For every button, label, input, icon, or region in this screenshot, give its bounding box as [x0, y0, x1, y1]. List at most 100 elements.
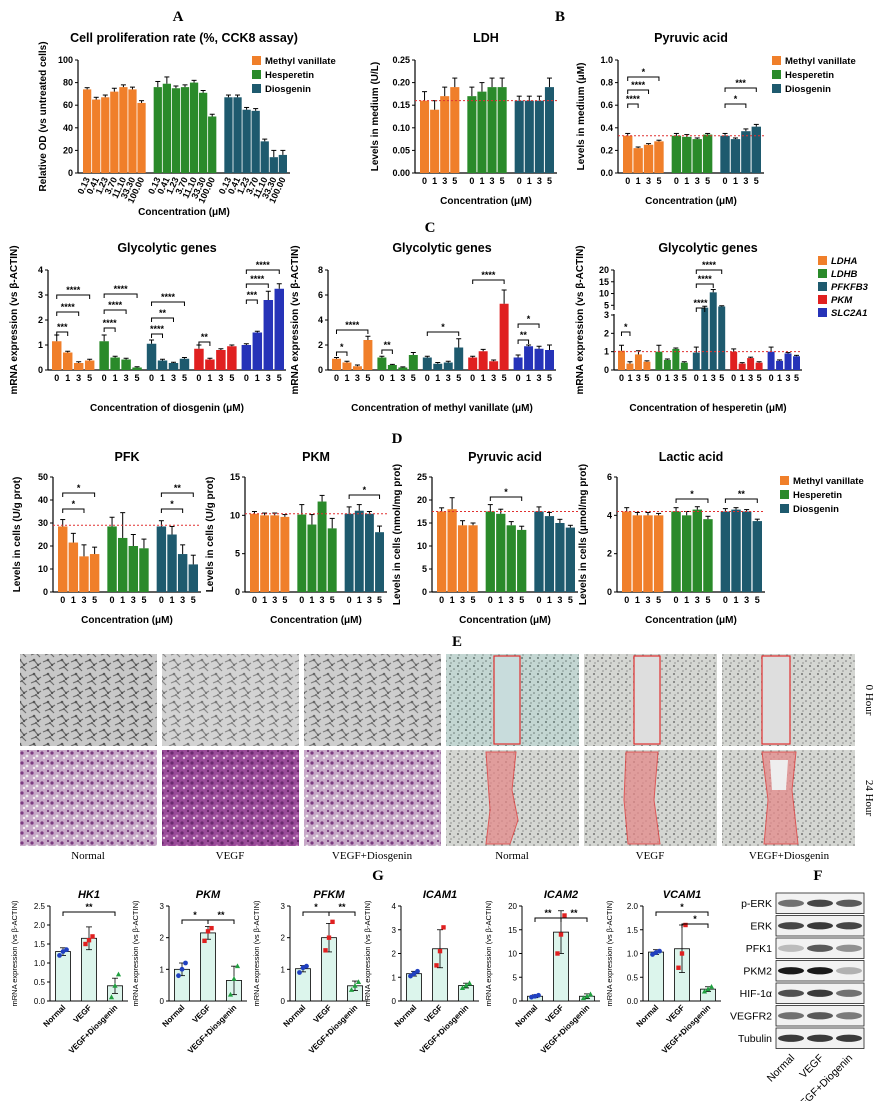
- y-axis-title: mRNA expression (vs β-ACTIN): [605, 900, 614, 1006]
- significance-label: ****: [103, 318, 118, 328]
- significance-bracket: [534, 917, 562, 922]
- bar: [701, 307, 709, 370]
- y-tick-label: 0: [604, 365, 609, 375]
- micrograph-tube-vegf: [162, 654, 299, 746]
- bar: [524, 346, 534, 370]
- data-point: [558, 932, 564, 937]
- bar: [514, 100, 524, 173]
- bar: [89, 554, 100, 592]
- data-point: [437, 948, 443, 954]
- significance-label: ***: [247, 290, 258, 300]
- data-point: [323, 948, 328, 953]
- bar: [468, 357, 478, 370]
- micrograph-transwell-diosgenin: [304, 750, 441, 846]
- significance-bracket: [675, 498, 709, 503]
- x-tick-label: 1: [734, 595, 739, 605]
- y-tick-label: 0.0: [600, 168, 613, 178]
- bar: [260, 141, 269, 173]
- bar: [496, 513, 506, 592]
- significance-bracket: [695, 307, 706, 312]
- chart-title: PFKM: [313, 889, 345, 901]
- significance-label: ****: [161, 292, 176, 302]
- bar: [157, 360, 168, 370]
- legend-label: LDHB: [831, 269, 858, 280]
- x-tick-label: 0: [470, 373, 475, 383]
- data-point: [183, 960, 188, 966]
- bar: [200, 932, 216, 1002]
- bar: [137, 102, 146, 173]
- significance-label: **: [201, 332, 209, 342]
- bar: [454, 347, 464, 370]
- significance-label: **: [217, 910, 225, 920]
- y-axis-title: mRNA expression (vs β-ACTIN): [9, 245, 20, 394]
- bar: [626, 363, 634, 370]
- y-tick-label: 4: [38, 265, 43, 275]
- x-tick-label: 1: [479, 176, 484, 186]
- y-tick-label: 2: [604, 328, 609, 338]
- significance-label: *: [314, 902, 318, 912]
- significance-bracket: [489, 496, 523, 501]
- micrograph-grid: [20, 654, 855, 846]
- legend-swatch: [252, 84, 261, 93]
- x-tick-label: 1: [526, 373, 531, 383]
- y-axis-title: Levels in cells (nmol/mg prot): [392, 464, 403, 605]
- blot-band: [807, 922, 833, 930]
- x-tick-label: 5: [644, 373, 649, 383]
- blot-band: [807, 989, 833, 997]
- bar: [751, 126, 761, 173]
- significance-bracket: [724, 498, 758, 503]
- legend-swatch: [818, 256, 827, 265]
- significance-bracket: [627, 103, 639, 108]
- y-tick-label: 0.4: [600, 123, 613, 133]
- y-tick-label: 4: [392, 902, 397, 911]
- caption-normal: Normal: [495, 850, 529, 862]
- x-tick-label: 3: [557, 595, 562, 605]
- bar: [534, 511, 544, 592]
- x-tick-label: 3: [266, 373, 271, 383]
- bar: [433, 363, 443, 370]
- significance-label: **: [570, 908, 578, 918]
- x-tick-label: 3: [786, 373, 791, 383]
- bar: [513, 357, 523, 370]
- y-tick-label: 10: [230, 510, 240, 520]
- x-tick-label: 5: [471, 595, 476, 605]
- legend-compounds-a: Methyl vanillate Hesperetin Diosgenin: [252, 56, 336, 95]
- bar: [375, 532, 384, 592]
- x-tick-label: 1: [71, 595, 76, 605]
- x-tick-label: 0: [517, 176, 522, 186]
- bar: [632, 515, 643, 592]
- chart-hk1: 0.0 0.5 1.0 1.5 2.0 2.5 HK1 mRNA expression (vs…: [10, 889, 128, 1055]
- significance-bracket: [695, 283, 714, 288]
- x-tick-label: 0: [723, 595, 728, 605]
- bar: [692, 509, 703, 592]
- chart-title: PFK: [115, 450, 140, 464]
- y-tick-label: 0: [318, 365, 323, 375]
- data-point: [348, 987, 355, 992]
- x-tick-label: VEGF+Diosgenin: [539, 1003, 591, 1055]
- x-tick-label: 3: [218, 373, 223, 383]
- x-tick-label: 0: [196, 373, 201, 383]
- bar: [634, 354, 642, 370]
- bar: [92, 99, 101, 173]
- y-tick-label: 0.00: [392, 168, 410, 178]
- legend-label: Methyl vanillate: [265, 56, 336, 67]
- bar: [534, 100, 544, 173]
- blot-band: [778, 899, 804, 907]
- significance-bracket: [62, 911, 116, 916]
- bar: [443, 362, 453, 370]
- significance-label: ****: [250, 274, 265, 284]
- y-tick-label: 0: [422, 587, 427, 597]
- significance-label: *: [72, 499, 76, 509]
- significance-bracket: [151, 333, 164, 338]
- y-tick-label: 1.0: [34, 959, 46, 968]
- x-tick-label: VEGF: [312, 1003, 334, 1025]
- y-tick-label: 10: [417, 541, 427, 551]
- x-tick-label: 1: [450, 595, 455, 605]
- x-tick-label: 3: [509, 595, 514, 605]
- data-point: [297, 970, 302, 975]
- blot-label: VEGFR2: [730, 1011, 772, 1023]
- bar: [720, 135, 730, 173]
- bar: [420, 100, 430, 173]
- data-point: [708, 983, 715, 989]
